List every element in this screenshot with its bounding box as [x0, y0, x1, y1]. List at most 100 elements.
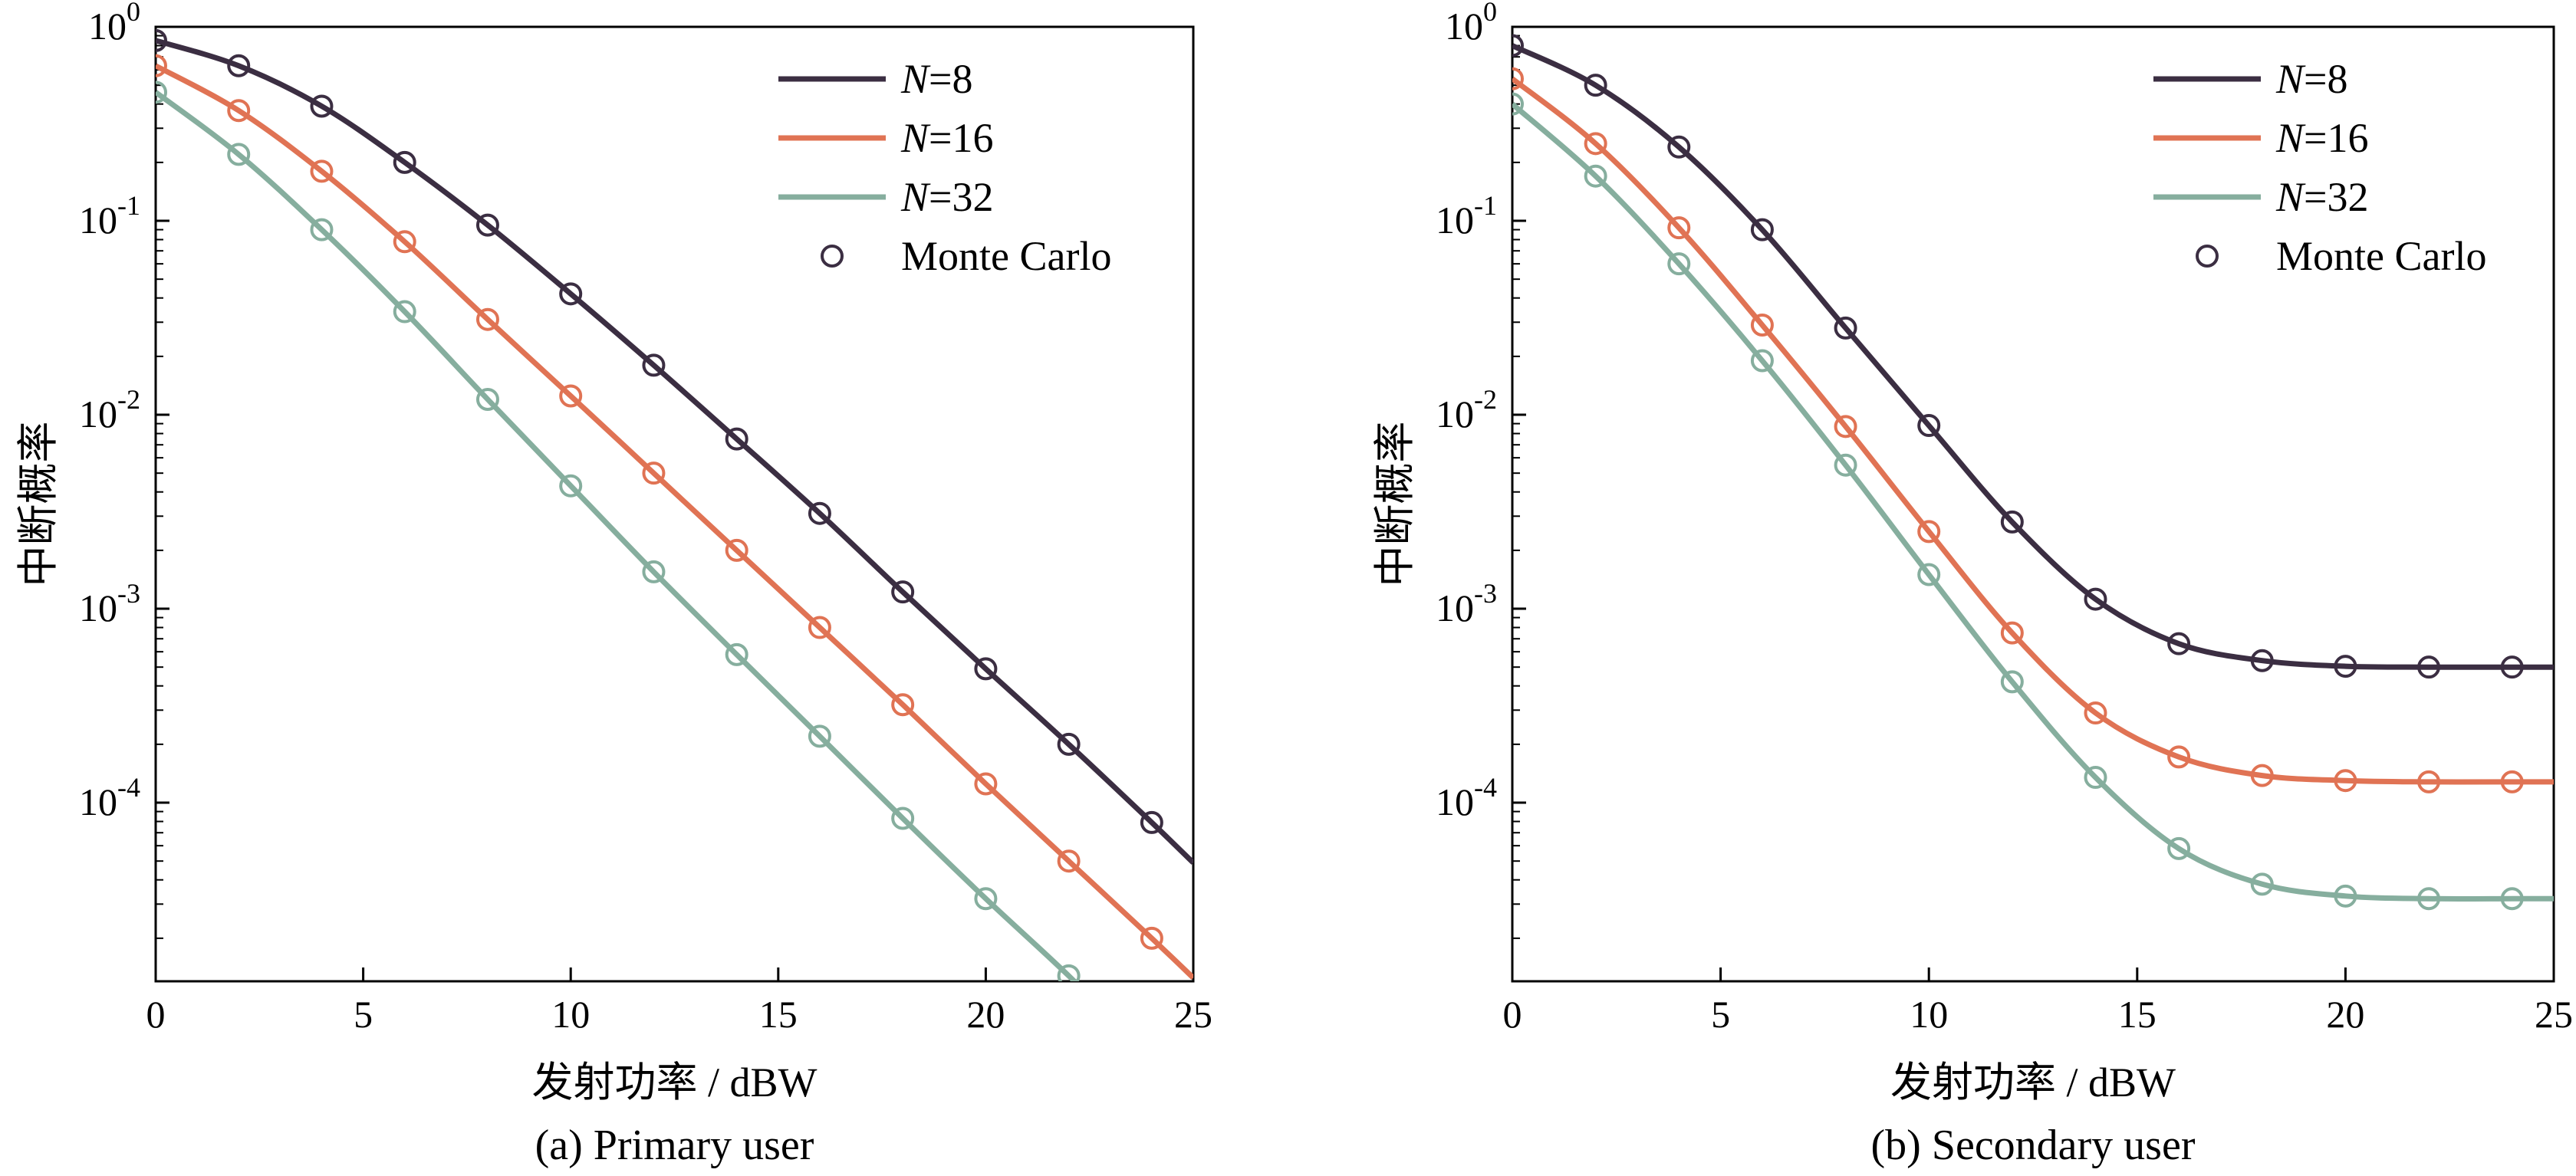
- x-tick-label: 25: [2535, 993, 2573, 1036]
- y-tick-exponent: -3: [117, 578, 140, 609]
- data-point: [559, 282, 583, 306]
- legend-label-variable: N: [900, 174, 931, 220]
- legend-label-value: =32: [929, 174, 993, 220]
- data-point: [227, 54, 251, 77]
- data-point: [725, 427, 748, 451]
- data-point: [974, 887, 998, 911]
- legend-label-value: Monte Carlo: [2276, 233, 2486, 279]
- data-point: [1750, 349, 1774, 373]
- data-point: [227, 143, 251, 166]
- x-tick-label: 25: [1174, 993, 1212, 1036]
- y-tick-base: 10: [1436, 586, 1474, 629]
- y-tick-exponent: 0: [127, 0, 140, 27]
- data-point: [2334, 884, 2357, 908]
- legend-label-value: =16: [2304, 115, 2368, 161]
- legend-label-value: Monte Carlo: [901, 233, 1111, 279]
- x-tick-label: 15: [2118, 993, 2157, 1036]
- data-point: [2167, 836, 2191, 860]
- legend-marker-swatch: [2196, 245, 2219, 268]
- y-axis-title: 中断概率: [15, 422, 61, 587]
- y-tick-exponent: -3: [1474, 578, 1497, 609]
- data-point: [475, 387, 499, 411]
- data-point: [1750, 314, 1774, 337]
- data-point: [2250, 649, 2274, 672]
- data-point: [393, 230, 416, 254]
- legend-label: N=8: [900, 56, 973, 102]
- y-tick-base: 10: [1445, 5, 1483, 48]
- data-point: [475, 307, 499, 331]
- data-point: [1140, 810, 1163, 834]
- data-point: [2417, 887, 2441, 911]
- x-tick-label: 10: [1910, 993, 1948, 1036]
- data-point: [1834, 415, 1857, 439]
- data-point: [2250, 764, 2274, 787]
- plot-area: [1512, 34, 2554, 911]
- y-tick-label: 10-1: [1436, 190, 1497, 241]
- x-tick-label: 0: [146, 993, 166, 1036]
- x-tick-label: 20: [966, 993, 1005, 1036]
- data-point: [310, 159, 334, 183]
- data-point: [974, 772, 998, 796]
- data-point: [808, 616, 831, 639]
- y-tick-exponent: -2: [117, 384, 140, 415]
- y-tick-base: 10: [1436, 199, 1474, 241]
- x-tick-label: 0: [1503, 993, 1522, 1036]
- y-tick-label: 10-2: [79, 384, 140, 435]
- legend-label: N=32: [900, 174, 994, 220]
- data-point: [2084, 587, 2107, 611]
- data-point: [1667, 135, 1691, 159]
- x-tick-label: 20: [2326, 993, 2364, 1036]
- data-point: [1834, 316, 1857, 340]
- legend-marker-swatch: [821, 245, 844, 268]
- data-point: [559, 474, 583, 498]
- data-point: [2084, 701, 2107, 725]
- data-point: [1584, 164, 1607, 188]
- data-point: [2417, 655, 2441, 679]
- legend-label: N=32: [2275, 174, 2369, 220]
- data-point: [1057, 849, 1081, 873]
- y-tick-exponent: -4: [1474, 772, 1497, 803]
- data-point: [156, 54, 167, 77]
- data-point: [642, 462, 666, 485]
- y-tick-exponent: -1: [117, 190, 140, 221]
- legend: N=8 N=16 N=32 Monte Carlo: [2153, 56, 2486, 279]
- data-point: [393, 300, 416, 324]
- legend-label: Monte Carlo: [2276, 233, 2486, 279]
- legend-label: N=16: [900, 115, 994, 161]
- legend-label-value: =8: [2304, 56, 2347, 102]
- data-point: [1917, 414, 1941, 438]
- y-tick-label: 10-1: [79, 190, 140, 241]
- data-point: [808, 501, 831, 525]
- data-point: [1584, 132, 1607, 156]
- data-point: [310, 218, 334, 241]
- data-point: [2250, 872, 2274, 896]
- data-point: [2084, 766, 2107, 790]
- y-tick-exponent: 0: [1483, 0, 1497, 27]
- series-line-1: [1512, 43, 2554, 670]
- legend-label: N=16: [2275, 115, 2369, 161]
- data-point: [1750, 218, 1774, 241]
- data-point: [1917, 563, 1941, 586]
- data-point: [1512, 92, 1524, 116]
- data-point: [1140, 926, 1163, 950]
- y-tick-exponent: -4: [117, 772, 140, 803]
- data-point: [2500, 887, 2524, 911]
- y-tick-base: 10: [79, 586, 117, 629]
- data-point: [1917, 520, 1941, 544]
- data-point: [2417, 770, 2441, 793]
- legend-label: Monte Carlo: [901, 233, 1111, 279]
- data-point: [974, 657, 998, 681]
- legend-label-value: =32: [2304, 174, 2368, 220]
- data-point: [2334, 769, 2357, 793]
- legend-label-variable: N: [2275, 56, 2306, 102]
- y-tick-label: 100: [88, 0, 140, 48]
- data-point: [310, 94, 334, 118]
- y-tick-base: 10: [79, 780, 117, 823]
- y-axis-title: 中断概率: [1372, 422, 1418, 587]
- data-point: [2500, 770, 2524, 793]
- data-point: [1667, 252, 1691, 276]
- y-tick-label: 10-3: [1436, 578, 1497, 629]
